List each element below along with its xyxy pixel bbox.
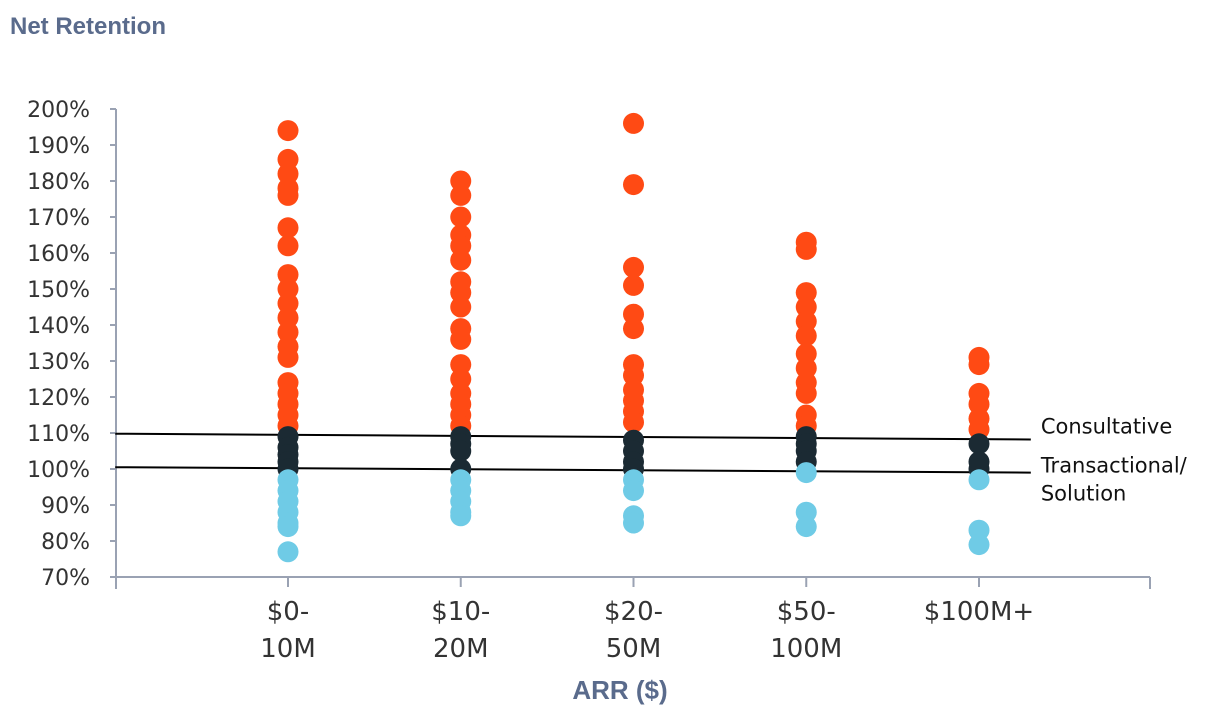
data-point <box>795 310 817 332</box>
data-point <box>795 382 817 404</box>
data-point <box>623 318 644 340</box>
data-point <box>795 516 817 538</box>
data-point <box>277 307 299 329</box>
data-point <box>795 462 817 484</box>
data-points <box>277 112 990 563</box>
y-tick-label: 140% <box>27 314 90 339</box>
data-point <box>450 170 472 192</box>
data-point <box>450 282 472 304</box>
data-point <box>277 321 299 343</box>
data-point <box>795 296 817 318</box>
data-point <box>968 393 990 415</box>
threshold-line <box>115 432 1031 441</box>
data-point <box>450 235 472 257</box>
data-point <box>795 325 817 347</box>
data-point <box>795 282 817 304</box>
data-point <box>277 148 299 170</box>
data-point <box>277 346 299 368</box>
data-point <box>623 480 644 502</box>
threshold-label: Consultative <box>1041 414 1172 438</box>
threshold-lines: Consultative Transactional/Solution <box>115 414 1188 506</box>
data-point <box>795 343 817 365</box>
data-point <box>450 368 472 390</box>
tick-labels: 70% 80% 90% 100% 110% 120% 130% 140% 150% 160% 170… <box>27 98 1034 664</box>
y-tick-label: 70% <box>41 566 90 591</box>
y-tick-label: 200% <box>27 98 90 123</box>
data-point <box>277 278 299 300</box>
data-point <box>277 235 299 257</box>
data-point <box>623 274 644 296</box>
y-tick-label: 130% <box>27 350 90 375</box>
x-tick-label: $20-50M <box>604 597 663 664</box>
threshold-label: Transactional/Solution <box>1040 454 1188 506</box>
data-point <box>277 264 299 286</box>
data-point <box>450 440 472 462</box>
data-point <box>968 469 990 491</box>
data-point <box>968 418 990 440</box>
y-tick-label: 180% <box>27 170 90 195</box>
y-tick-label: 100% <box>27 458 90 483</box>
y-tick-label: 120% <box>27 386 90 411</box>
data-point <box>968 519 990 541</box>
data-point <box>968 433 990 455</box>
data-point <box>450 184 472 206</box>
y-tick-label: 150% <box>27 278 90 303</box>
y-tick-label: 170% <box>27 206 90 231</box>
data-point <box>623 256 644 278</box>
data-point <box>795 357 817 379</box>
data-point <box>623 303 644 325</box>
data-point <box>623 112 644 134</box>
x-tick-label: $10-20M <box>431 597 490 664</box>
data-point <box>450 354 472 376</box>
x-tick-label: $0-10M <box>260 597 316 664</box>
data-point <box>277 163 299 185</box>
x-axis-label: ARR ($) <box>572 675 667 705</box>
data-point <box>277 516 299 538</box>
data-point <box>277 217 299 239</box>
x-tick-label: $50-100M <box>770 597 842 664</box>
data-point <box>450 505 472 527</box>
data-point <box>795 501 817 523</box>
y-tick-label: 160% <box>27 242 90 267</box>
axes <box>110 108 1151 589</box>
data-point <box>623 364 644 386</box>
threshold-line <box>115 466 1031 474</box>
data-point <box>623 411 644 433</box>
y-tick-label: 90% <box>41 494 90 519</box>
y-tick-label: 190% <box>27 134 90 159</box>
data-point <box>450 249 472 271</box>
data-point <box>450 328 472 350</box>
data-point <box>795 238 817 260</box>
data-point <box>277 120 299 142</box>
data-point <box>968 534 990 556</box>
data-point <box>623 512 644 534</box>
data-point <box>450 296 472 318</box>
y-tick-label: 110% <box>27 422 90 447</box>
data-point <box>968 354 990 376</box>
data-point <box>277 184 299 206</box>
x-tick-label: $100M+ <box>924 597 1034 627</box>
chart-title: Net Retention <box>10 13 166 40</box>
data-point <box>277 541 299 563</box>
data-point <box>623 174 644 196</box>
data-point <box>450 206 472 228</box>
y-tick-label: 80% <box>41 530 90 555</box>
data-point <box>277 292 299 314</box>
